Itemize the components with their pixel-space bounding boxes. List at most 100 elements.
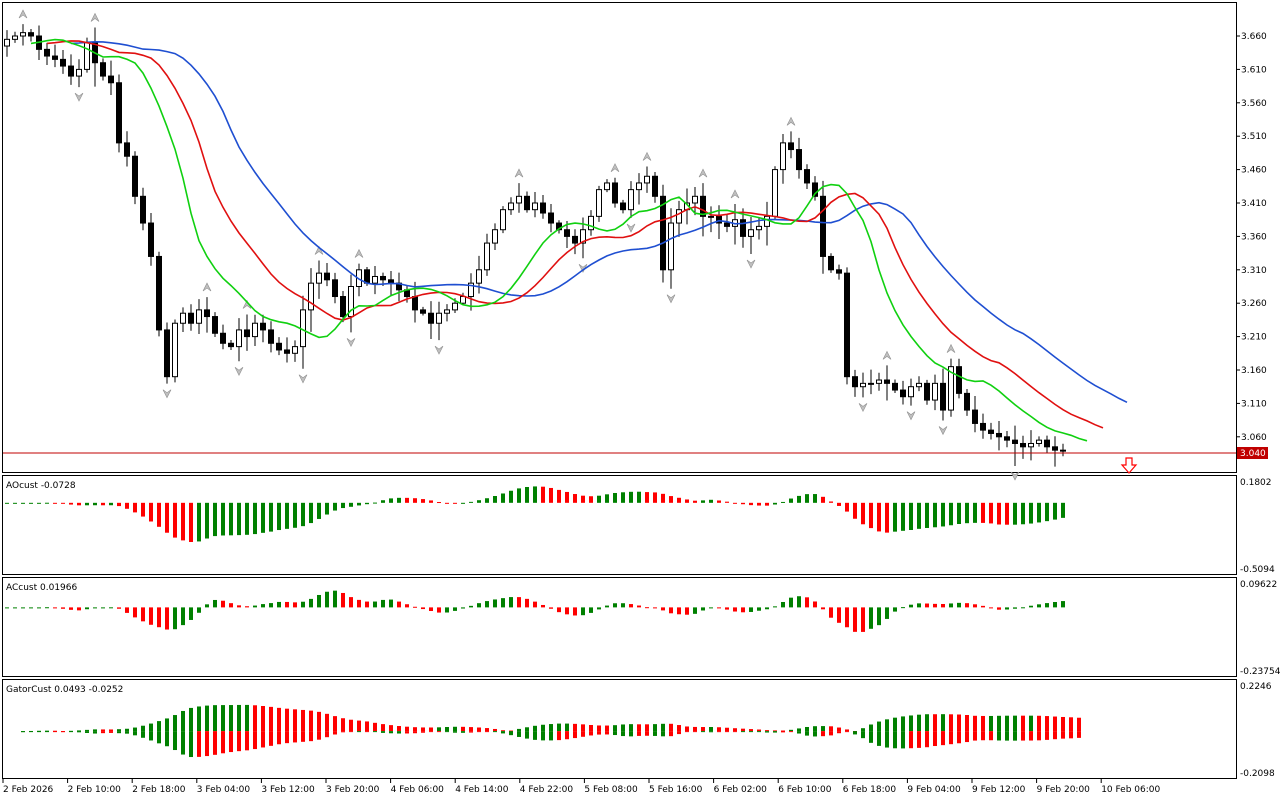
time-tick-label: 3 Feb 20:00 [326, 785, 380, 795]
candle-bear [804, 169, 810, 184]
histogram-bar [365, 601, 369, 608]
fractal-up-icon [354, 248, 364, 258]
gator-pane[interactable] [2, 679, 1237, 779]
fractal-up-icon [610, 163, 620, 173]
gator-upper-bar [221, 705, 225, 732]
gator-upper-bar [805, 726, 809, 732]
candle-bull [756, 225, 762, 231]
ac-pane[interactable] [2, 577, 1237, 677]
candle-bear [1012, 439, 1018, 444]
candle-bear [204, 309, 210, 318]
histogram-bar [661, 493, 665, 503]
ao-axis-max: 0.1802 [1240, 478, 1272, 488]
candle-bear [956, 366, 962, 394]
candle-bull [316, 272, 322, 284]
gator-upper-bar [1077, 717, 1081, 732]
candle-bear [340, 296, 346, 318]
histogram-bar [437, 502, 441, 504]
histogram-bar [365, 502, 369, 505]
histogram-bar [789, 597, 793, 608]
gator-lower-bar [845, 731, 849, 733]
candle-bear [68, 65, 74, 77]
histogram-bar [149, 607, 153, 625]
histogram-bar [477, 500, 481, 503]
candle-bull [668, 222, 674, 271]
gator-lower-bar [1061, 731, 1065, 739]
histogram-bar [901, 502, 905, 531]
candle-bull [444, 309, 450, 314]
candle-bear [108, 75, 114, 84]
fractal-down-icon [1010, 471, 1020, 481]
price-axis[interactable]: 3.660 3.610 3.560 3.510 3.460 3.410 3.360 3.310… [1236, 32, 1267, 443]
candle-bear [844, 272, 850, 378]
fractal-down-icon [666, 294, 676, 304]
histogram-bar [341, 502, 345, 509]
histogram-bar [685, 607, 689, 615]
gator-lower-bar [365, 731, 369, 733]
gator-lower-bar [677, 731, 681, 735]
histogram-bar [621, 492, 625, 503]
time-tick-label: 9 Feb 12:00 [972, 785, 1026, 795]
time-tick-label: 10 Feb 06:00 [1101, 785, 1160, 795]
histogram-bar [525, 598, 529, 608]
candle-bear [364, 269, 370, 284]
candle-bear [716, 215, 722, 224]
histogram-bar [765, 502, 769, 506]
histogram-bar [789, 498, 793, 503]
gator-lower-bar [557, 731, 561, 741]
candle-bull [588, 215, 594, 231]
histogram-bar [301, 502, 305, 527]
candle-bull [476, 269, 482, 284]
histogram-bar [941, 603, 945, 608]
histogram-bar [453, 502, 457, 504]
histogram-bar [533, 601, 537, 608]
gator-lower-bar [1021, 731, 1025, 741]
fractal-up-icon [946, 343, 956, 353]
time-axis[interactable]: 2 Feb 2026 2 Feb 10:00 2 Feb 18:00 3 Feb 04… [2, 779, 1161, 795]
histogram-bar [1053, 602, 1057, 608]
gator-upper-bar [781, 730, 785, 732]
histogram-bar [509, 597, 513, 608]
histogram-bar [565, 491, 569, 503]
histogram-bar [885, 502, 889, 533]
gator-lower-bar [109, 731, 113, 733]
gator-lower-bar [229, 731, 233, 753]
main-pane[interactable] [2, 2, 1237, 473]
candle-bull [580, 229, 586, 244]
gator-lower-bar [189, 731, 193, 758]
gator-lower-bar [861, 731, 865, 739]
histogram-bar [925, 502, 929, 528]
histogram-bar [37, 502, 41, 504]
histogram-bar [349, 597, 353, 608]
histogram-bar [757, 502, 761, 506]
ao-pane[interactable] [2, 475, 1237, 575]
histogram-bar [933, 502, 937, 528]
gator-upper-bar [653, 724, 657, 732]
gator-upper-bar [1037, 715, 1041, 732]
histogram-bar [269, 502, 273, 532]
alligator-lines [30, 38, 1128, 442]
histogram-bar [333, 502, 337, 511]
time-tick-label: 9 Feb 04:00 [907, 785, 961, 795]
gator-upper-bar [1005, 715, 1009, 732]
ac-label: ACcust 0.01966 [6, 583, 78, 593]
histogram-bar [669, 496, 673, 503]
gator-upper-bar [293, 709, 297, 732]
candle-bull [468, 282, 474, 298]
gator-lower-bar [357, 731, 361, 733]
histogram-bar [493, 599, 497, 608]
histogram-bar [989, 502, 993, 524]
histogram-bar [1061, 601, 1065, 608]
gator-lower-bar [909, 731, 913, 749]
gator-lower-bar [173, 731, 177, 751]
histogram-bar [229, 502, 233, 536]
histogram-bar [325, 591, 329, 608]
gator-lower-bar [757, 731, 761, 733]
candle-bull [876, 379, 882, 384]
histogram-bar [869, 502, 873, 529]
fractal-down-icon [938, 426, 948, 436]
fractal-up-icon [314, 245, 324, 255]
gator-upper-bar [661, 723, 665, 732]
candle-bear [524, 195, 530, 211]
